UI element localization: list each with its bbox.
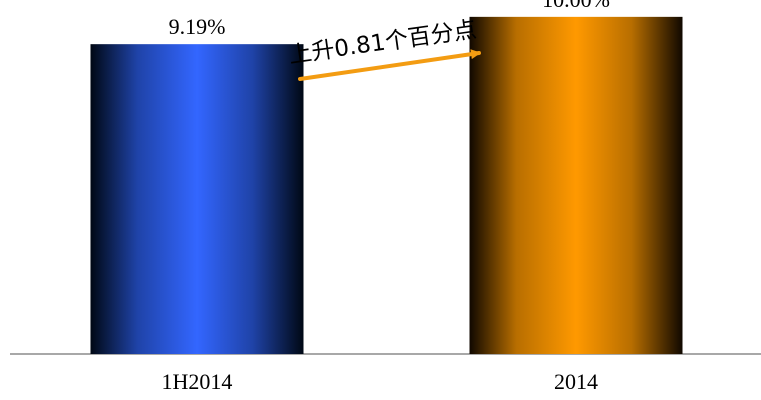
trend-arrow-icon (298, 49, 481, 81)
data-label-1h2014: 9.19% (169, 14, 226, 39)
bar-1h2014 (90, 44, 304, 355)
bar-2014 (469, 16, 683, 354)
change-annotation: 上升0.81个百分点 (287, 17, 481, 81)
data-label-2014: 10.00% (542, 0, 610, 12)
annotation-text: 上升0.81个百分点 (287, 17, 478, 69)
x-tick-label-1h2014: 1H2014 (162, 369, 233, 394)
x-tick-label-2014: 2014 (554, 369, 598, 394)
